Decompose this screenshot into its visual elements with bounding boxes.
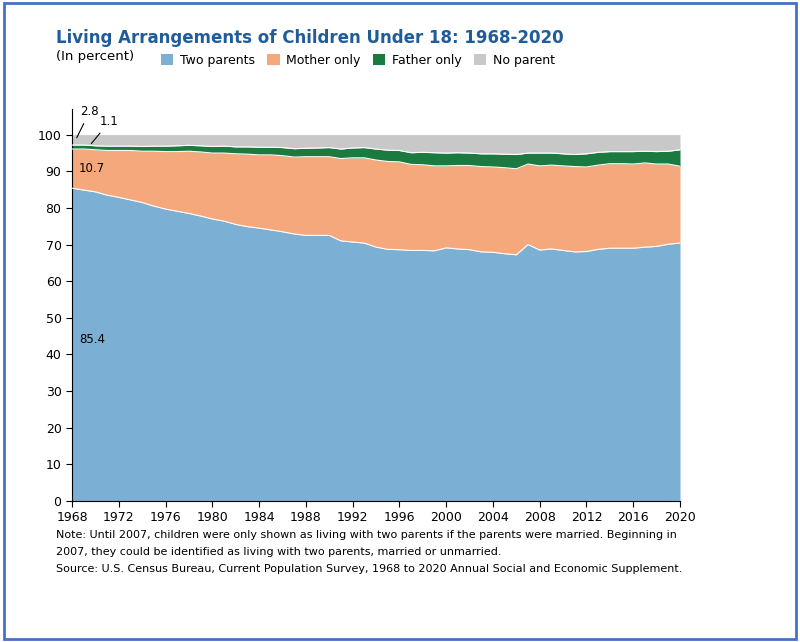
Text: Source: U.S. Census Bureau, Current Population Survey, 1968 to 2020 Annual Socia: Source: U.S. Census Bureau, Current Popu… (56, 564, 682, 575)
Text: (In percent): (In percent) (56, 50, 134, 63)
Text: Note: Until 2007, children were only shown as living with two parents if the par: Note: Until 2007, children were only sho… (56, 530, 677, 540)
Legend: Two parents, Mother only, Father only, No parent: Two parents, Mother only, Father only, N… (156, 49, 559, 72)
Text: 2007, they could be identified as living with two parents, married or unmarried.: 2007, they could be identified as living… (56, 547, 502, 557)
Text: Living Arrangements of Children Under 18: 1968-2020: Living Arrangements of Children Under 18… (56, 29, 564, 47)
Text: 2.8: 2.8 (77, 105, 99, 138)
Text: 10.7: 10.7 (79, 162, 105, 175)
Text: 85.4: 85.4 (79, 333, 105, 346)
Text: 1.1: 1.1 (91, 115, 118, 144)
